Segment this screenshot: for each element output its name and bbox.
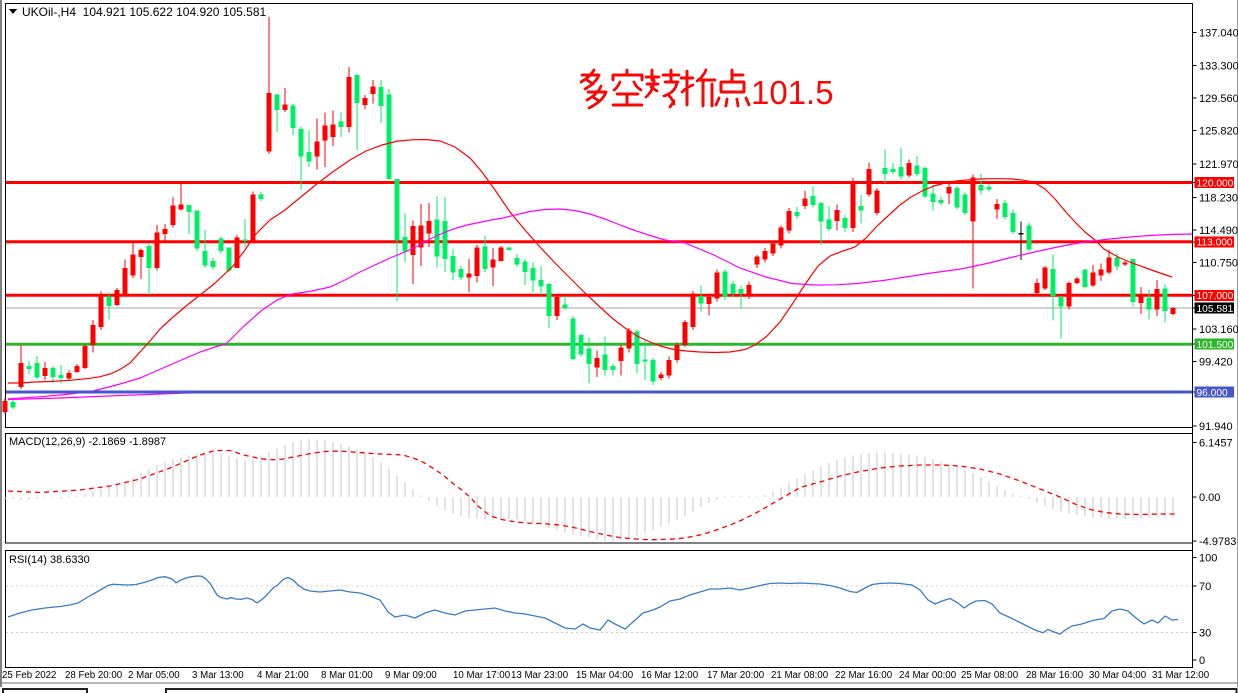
svg-text:UKOil-,H4 104.921 105.622 104: UKOil-,H4 104.921 105.622 104.920 105.58… xyxy=(22,5,267,19)
svg-text:0.00: 0.00 xyxy=(1199,492,1220,504)
svg-text:103.160: 103.160 xyxy=(1199,324,1238,336)
svg-text:114.490: 114.490 xyxy=(1199,225,1238,237)
svg-text:129.560: 129.560 xyxy=(1199,93,1238,105)
svg-text:121.970: 121.970 xyxy=(1199,159,1238,171)
svg-text:105.581: 105.581 xyxy=(1197,304,1234,315)
svg-text:25 Mar 08:00: 25 Mar 08:00 xyxy=(961,670,1019,681)
svg-text:100: 100 xyxy=(1199,553,1217,565)
svg-text:8 Mar 01:00: 8 Mar 01:00 xyxy=(321,670,373,681)
svg-text:99.420: 99.420 xyxy=(1199,357,1233,369)
svg-text:2 Mar 05:00: 2 Mar 05:00 xyxy=(128,670,180,681)
svg-text:15 Mar 04:00: 15 Mar 04:00 xyxy=(576,670,634,681)
svg-text:125.820: 125.820 xyxy=(1199,126,1238,138)
svg-text:-4.9783: -4.9783 xyxy=(1199,536,1236,548)
svg-text:70: 70 xyxy=(1199,581,1211,593)
svg-text:13 Mar 23:00: 13 Mar 23:00 xyxy=(511,670,569,681)
svg-text:16 Mar 12:00: 16 Mar 12:00 xyxy=(641,670,699,681)
svg-text:137.040: 137.040 xyxy=(1199,28,1238,40)
svg-text:133.300: 133.300 xyxy=(1199,61,1238,73)
svg-text:110.750: 110.750 xyxy=(1199,258,1238,270)
svg-text:24 Mar 00:00: 24 Mar 00:00 xyxy=(899,670,957,681)
svg-text:0: 0 xyxy=(1199,655,1205,667)
svg-text:3 Mar 13:00: 3 Mar 13:00 xyxy=(192,670,244,681)
svg-text:120.000: 120.000 xyxy=(1197,178,1234,189)
svg-text:6.1457: 6.1457 xyxy=(1199,438,1233,450)
svg-text:101.5: 101.5 xyxy=(751,74,834,111)
svg-text:107.000: 107.000 xyxy=(1197,291,1234,302)
svg-text:113.000: 113.000 xyxy=(1197,238,1233,249)
svg-text:22 Mar 16:00: 22 Mar 16:00 xyxy=(835,670,893,681)
svg-text:101.500: 101.500 xyxy=(1197,340,1234,351)
svg-text:9 Mar 09:00: 9 Mar 09:00 xyxy=(385,670,437,681)
svg-text:21 Mar 08:00: 21 Mar 08:00 xyxy=(771,670,829,681)
svg-text:10 Mar 17:00: 10 Mar 17:00 xyxy=(453,670,511,681)
svg-text:28 Mar 16:00: 28 Mar 16:00 xyxy=(1026,670,1084,681)
svg-text:91.940: 91.940 xyxy=(1199,421,1233,433)
svg-text:30: 30 xyxy=(1199,628,1211,640)
svg-text:31 Mar 12:00: 31 Mar 12:00 xyxy=(1152,670,1210,681)
svg-text:4 Mar 21:00: 4 Mar 21:00 xyxy=(257,670,309,681)
svg-text:25 Feb 2022: 25 Feb 2022 xyxy=(2,670,56,681)
svg-text:28 Feb 20:00: 28 Feb 20:00 xyxy=(65,670,123,681)
svg-text:MACD(12,26,9) -2.1869 -1.8987: MACD(12,26,9) -2.1869 -1.8987 xyxy=(9,436,166,448)
svg-text:96.000: 96.000 xyxy=(1197,388,1228,399)
svg-text:17 Mar 20:00: 17 Mar 20:00 xyxy=(707,670,765,681)
svg-text:30 Mar 04:00: 30 Mar 04:00 xyxy=(1089,670,1147,681)
svg-text:118.230: 118.230 xyxy=(1199,192,1238,204)
svg-text:RSI(14) 38.6330: RSI(14) 38.6330 xyxy=(9,554,90,566)
